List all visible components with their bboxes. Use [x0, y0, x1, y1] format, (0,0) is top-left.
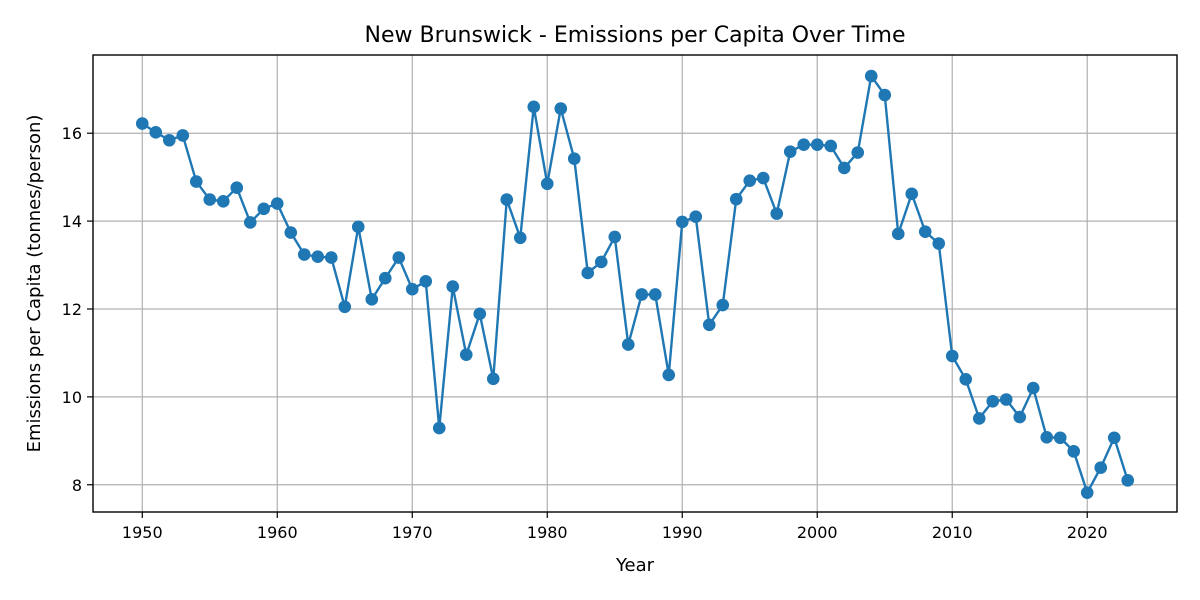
data-point	[770, 207, 784, 220]
x-tick-label: 1960	[257, 523, 298, 542]
data-point	[405, 282, 419, 296]
data-point	[1094, 461, 1108, 474]
data-point	[311, 250, 325, 263]
x-tick-label: 2020	[1067, 523, 1108, 542]
data-point	[1013, 410, 1027, 424]
data-point	[689, 210, 703, 224]
data-point	[851, 146, 865, 159]
data-point	[797, 138, 811, 151]
data-point	[743, 174, 757, 187]
data-point	[702, 318, 716, 332]
y-tick-label: 8	[72, 476, 82, 495]
data-point	[513, 231, 527, 245]
data-point	[1026, 381, 1040, 395]
data-point	[1040, 430, 1054, 444]
data-point	[1121, 474, 1135, 487]
data-point	[1080, 486, 1094, 499]
data-point	[837, 161, 851, 175]
series-emissions	[135, 69, 1135, 499]
data-point	[338, 300, 352, 314]
x-axis-label: Year	[615, 555, 655, 576]
data-point	[932, 237, 946, 250]
y-tick-label: 14	[62, 212, 82, 231]
data-point	[594, 255, 608, 269]
data-point	[189, 175, 203, 188]
data-point	[257, 202, 271, 216]
data-point	[608, 230, 622, 244]
data-point	[905, 187, 919, 201]
data-point	[459, 348, 473, 361]
data-point	[716, 298, 730, 312]
data-point	[1053, 431, 1067, 445]
data-point	[891, 227, 905, 241]
data-point	[365, 293, 379, 306]
chart-title: New Brunswick - Emissions per Capita Ove…	[365, 23, 906, 48]
data-point	[297, 248, 311, 261]
data-point	[324, 251, 338, 264]
data-point	[554, 102, 568, 115]
data-point	[284, 226, 298, 239]
x-tick-label: 1970	[392, 523, 433, 542]
data-point	[162, 133, 176, 147]
data-point	[999, 393, 1013, 406]
data-point	[1067, 445, 1081, 458]
data-point	[756, 171, 770, 185]
data-point	[648, 288, 662, 301]
data-point	[824, 139, 838, 153]
data-point	[986, 394, 1000, 408]
data-point	[662, 368, 676, 382]
data-point	[230, 181, 244, 195]
x-tick-label: 2010	[932, 523, 973, 542]
data-point	[473, 307, 487, 321]
x-tick-label: 2000	[797, 523, 838, 542]
y-tick-label: 16	[62, 124, 82, 143]
data-point	[945, 349, 959, 363]
data-point	[216, 195, 230, 208]
data-point	[203, 193, 217, 206]
data-point	[567, 152, 581, 166]
data-point	[581, 266, 595, 280]
data-point	[432, 421, 446, 435]
data-point	[810, 138, 824, 151]
data-point	[959, 372, 973, 386]
data-point	[500, 193, 514, 206]
data-point	[783, 145, 797, 158]
data-point	[446, 280, 460, 293]
plot-frame	[92, 54, 1178, 513]
x-tick-label: 1990	[662, 523, 703, 542]
data-point	[176, 129, 190, 142]
data-point	[540, 177, 554, 191]
data-point	[135, 117, 149, 130]
data-point	[392, 251, 406, 264]
data-point	[486, 372, 500, 386]
data-point	[378, 271, 392, 285]
data-point	[729, 192, 743, 206]
data-point	[527, 100, 541, 114]
data-point	[635, 288, 649, 301]
data-point	[878, 88, 892, 102]
data-point	[351, 220, 365, 234]
y-tick-label: 12	[62, 300, 82, 319]
data-point	[621, 338, 635, 351]
axis-ticks: 1950 1960 1970 1980 1990 2000 2010 2020 8 10 12 14 1…	[62, 124, 1108, 542]
data-point	[675, 215, 689, 229]
data-point	[149, 126, 163, 139]
x-tick-label: 1980	[527, 523, 568, 542]
x-tick-label: 1950	[122, 523, 163, 542]
data-point	[918, 225, 932, 238]
data-point	[1107, 431, 1121, 445]
y-tick-label: 10	[62, 388, 82, 407]
y-axis-label: Emissions per Capita (tonnes/person)	[24, 115, 45, 453]
data-point	[419, 275, 433, 288]
data-point	[243, 216, 257, 229]
data-point	[270, 197, 284, 210]
data-point	[972, 412, 986, 425]
data-point	[864, 69, 878, 83]
